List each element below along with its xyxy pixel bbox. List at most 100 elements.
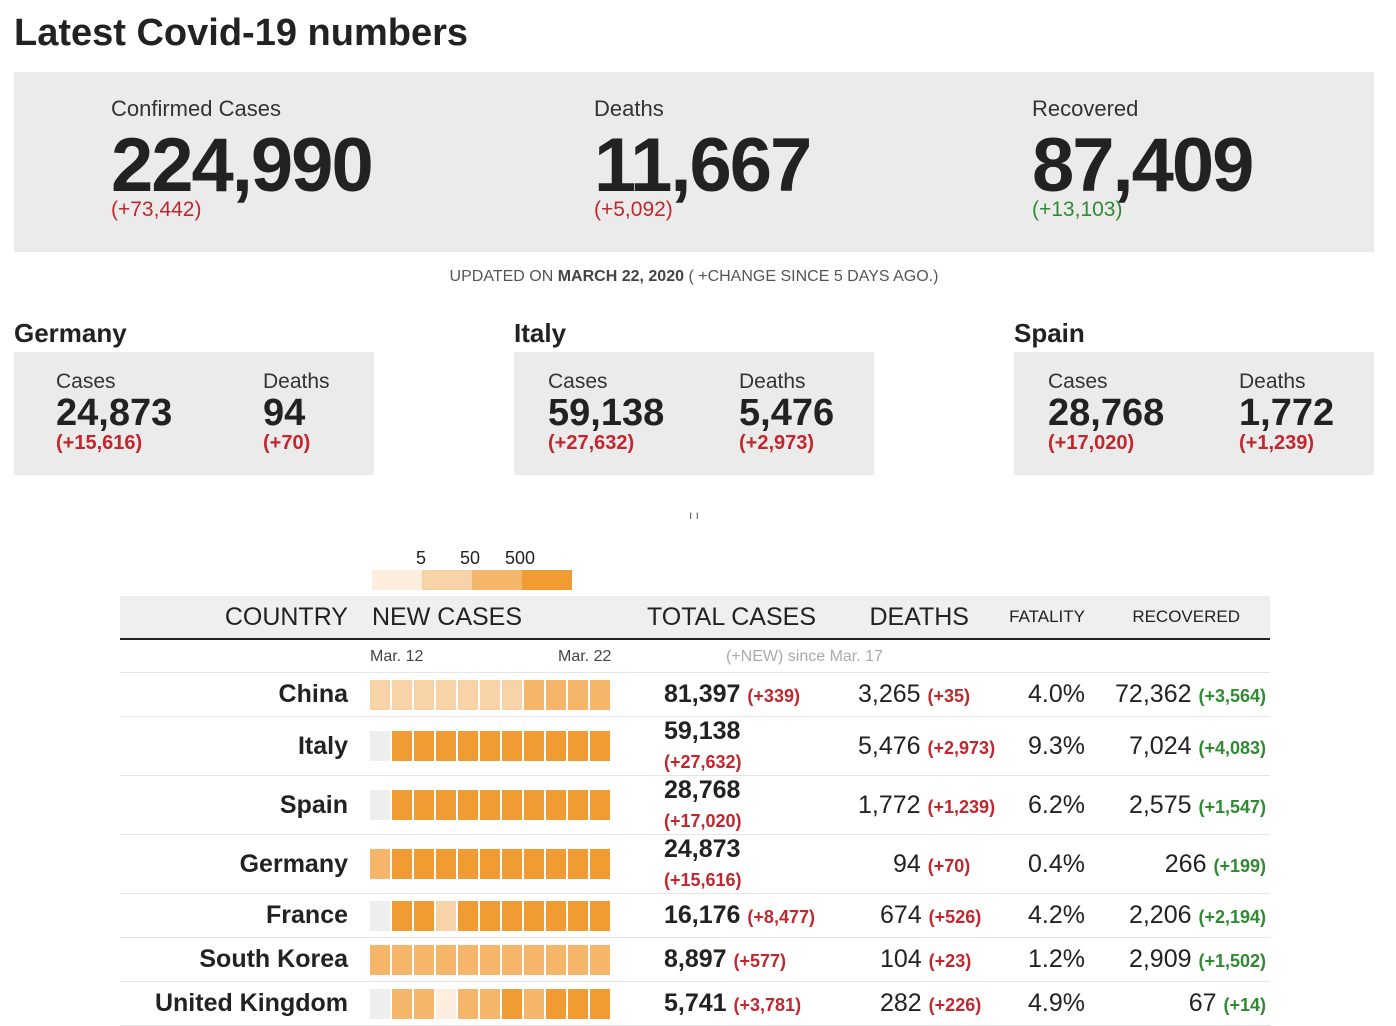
heat-cell — [524, 944, 544, 975]
since-note: (+NEW) since Mar. 17 — [726, 648, 883, 665]
legend-label: 5 — [416, 548, 427, 568]
table-row[interactable]: South Korea 8,897 (+577) 104 (+23) 1.2% 2,90… — [120, 937, 1270, 982]
deaths-change: (+226) — [928, 995, 982, 1015]
country-name[interactable]: South Korea — [120, 937, 370, 982]
heat-cell — [458, 790, 478, 820]
heat-cell — [546, 988, 566, 1019]
country-card-spain: Spain Cases 28,768 (+17,020) Deaths 1,77… — [1014, 318, 1374, 475]
table-row[interactable]: Germany 24,873 (+15,616) 94 (+70) 0.4% 266 (… — [120, 834, 1270, 894]
new-cases-heatmap — [370, 731, 611, 761]
deaths-value: 94 — [263, 392, 306, 434]
country-card-name: Spain — [1014, 318, 1085, 348]
heat-cell — [370, 679, 390, 710]
deaths-value: 1,772 — [1239, 392, 1335, 434]
fatality-value: 4.2% — [999, 893, 1085, 938]
covid-table: COUNTRY NEW CASES TOTAL CASES DEATHS FAT… — [120, 596, 1270, 1026]
country-name[interactable]: China — [120, 672, 370, 717]
recovered-value: 7,024 — [1128, 731, 1192, 760]
heat-cell — [546, 849, 566, 879]
fatality-value: 0.4% — [999, 834, 1085, 894]
col-header-deaths[interactable]: DEATHS — [822, 596, 999, 640]
country-card-name: Germany — [14, 318, 127, 348]
col-header-total-cases[interactable]: TOTAL CASES — [638, 596, 822, 640]
deaths-label: Deaths — [739, 370, 806, 393]
country-name[interactable]: Germany — [120, 834, 370, 894]
new-cases-heatmap — [370, 679, 611, 710]
col-header-recovered[interactable]: RECOVERED — [1085, 596, 1270, 640]
table-row[interactable]: United Kingdom 5,741 (+3,781) 282 (+226) 4.… — [120, 981, 1270, 1026]
heat-cell — [480, 679, 500, 710]
deaths-change: (+35) — [927, 686, 971, 706]
deaths-value: 94 — [893, 849, 921, 878]
heat-cell — [436, 900, 456, 931]
recovered-value: 266 — [1164, 849, 1207, 878]
country-card-italy: Italy Cases 59,138 (+27,632) Deaths 5,47… — [514, 318, 874, 475]
cases-label: Cases — [56, 370, 116, 393]
heat-legend: 5 50 500 — [372, 548, 572, 590]
heat-cell — [590, 944, 610, 975]
recovered-change: (+3,564) — [1198, 686, 1266, 706]
deaths-value: 104 — [880, 945, 922, 973]
table-row[interactable]: China 81,397 (+339) 3,265 (+35) 4.0% 72,362 … — [120, 672, 1270, 717]
table-row[interactable]: Spain 28,768 (+17,020) 1,772 (+1,239) 6.2% 2… — [120, 775, 1270, 835]
recovered-change: (+4,083) — [1198, 737, 1266, 758]
cases-change: (+15,616) — [56, 432, 143, 454]
page-title: Latest Covid-19 numbers — [14, 12, 468, 54]
fatality-value: 4.0% — [999, 672, 1085, 717]
tick-mark: ı ı — [689, 508, 700, 522]
country-name[interactable]: United Kingdom — [120, 981, 370, 1026]
heat-cell — [370, 849, 390, 879]
recovered-value: 67 — [1188, 989, 1217, 1017]
heat-cell — [502, 731, 522, 761]
table-row[interactable]: France 16,176 (+8,477) 674 (+526) 4.2% 2,206… — [120, 893, 1270, 938]
heat-cell — [414, 849, 434, 879]
heat-cell — [480, 988, 500, 1019]
deaths-value: 674 — [880, 901, 922, 929]
total-change: (+577) — [733, 951, 787, 971]
heat-cell — [392, 790, 412, 820]
recovered-change: (+13,103) — [1032, 198, 1123, 221]
table-row[interactable]: Italy 59,138 (+27,632) 5,476 (+2,973) 9.3% 7… — [120, 716, 1270, 776]
recovered-value: 87,409 — [1032, 123, 1254, 208]
heat-cell — [436, 988, 456, 1019]
col-header-country[interactable]: COUNTRY — [120, 596, 370, 640]
heat-cell — [392, 731, 412, 761]
deaths-value: 282 — [880, 989, 922, 1017]
heat-cell — [370, 988, 390, 1019]
country-name[interactable]: France — [120, 893, 370, 938]
heat-cell — [392, 679, 412, 710]
heat-cell — [458, 944, 478, 975]
total-cases: 5,741 — [664, 989, 727, 1017]
recovered-change: (+1,547) — [1198, 796, 1266, 817]
recovered-stat: Recovered 87,409 (+13,103) — [1032, 96, 1254, 222]
col-header-new-cases[interactable]: NEW CASES — [370, 596, 638, 640]
heat-cell — [568, 679, 588, 710]
heat-cell — [436, 790, 456, 820]
heat-cell — [546, 679, 566, 710]
country-name[interactable]: Spain — [120, 775, 370, 835]
cases-value: 28,768 — [1048, 392, 1165, 434]
date-start-label: Mar. 12 — [370, 648, 424, 665]
legend-swatch — [422, 570, 472, 590]
heat-cell — [370, 944, 390, 975]
cases-value: 59,138 — [548, 392, 665, 434]
country-name[interactable]: Italy — [120, 716, 370, 776]
cases-label: Cases — [548, 370, 608, 393]
legend-swatch — [522, 570, 572, 590]
heat-cell — [524, 790, 544, 820]
heat-cell — [436, 849, 456, 879]
heat-cell — [480, 900, 500, 931]
deaths-value: 5,476 — [858, 731, 921, 760]
total-change: (+27,632) — [664, 752, 742, 772]
heat-cell — [502, 900, 522, 931]
new-cases-heatmap — [370, 849, 611, 879]
heat-cell — [392, 988, 412, 1019]
cases-change: (+17,020) — [1048, 432, 1135, 454]
recovered-change: (+14) — [1223, 995, 1266, 1015]
deaths-value: 11,667 — [594, 123, 812, 208]
recovered-value: 2,575 — [1128, 790, 1192, 819]
col-header-fatality[interactable]: FATALITY — [999, 596, 1085, 640]
heat-cell — [480, 944, 500, 975]
heat-cell — [568, 849, 588, 879]
deaths-change: (+1,239) — [927, 796, 996, 817]
